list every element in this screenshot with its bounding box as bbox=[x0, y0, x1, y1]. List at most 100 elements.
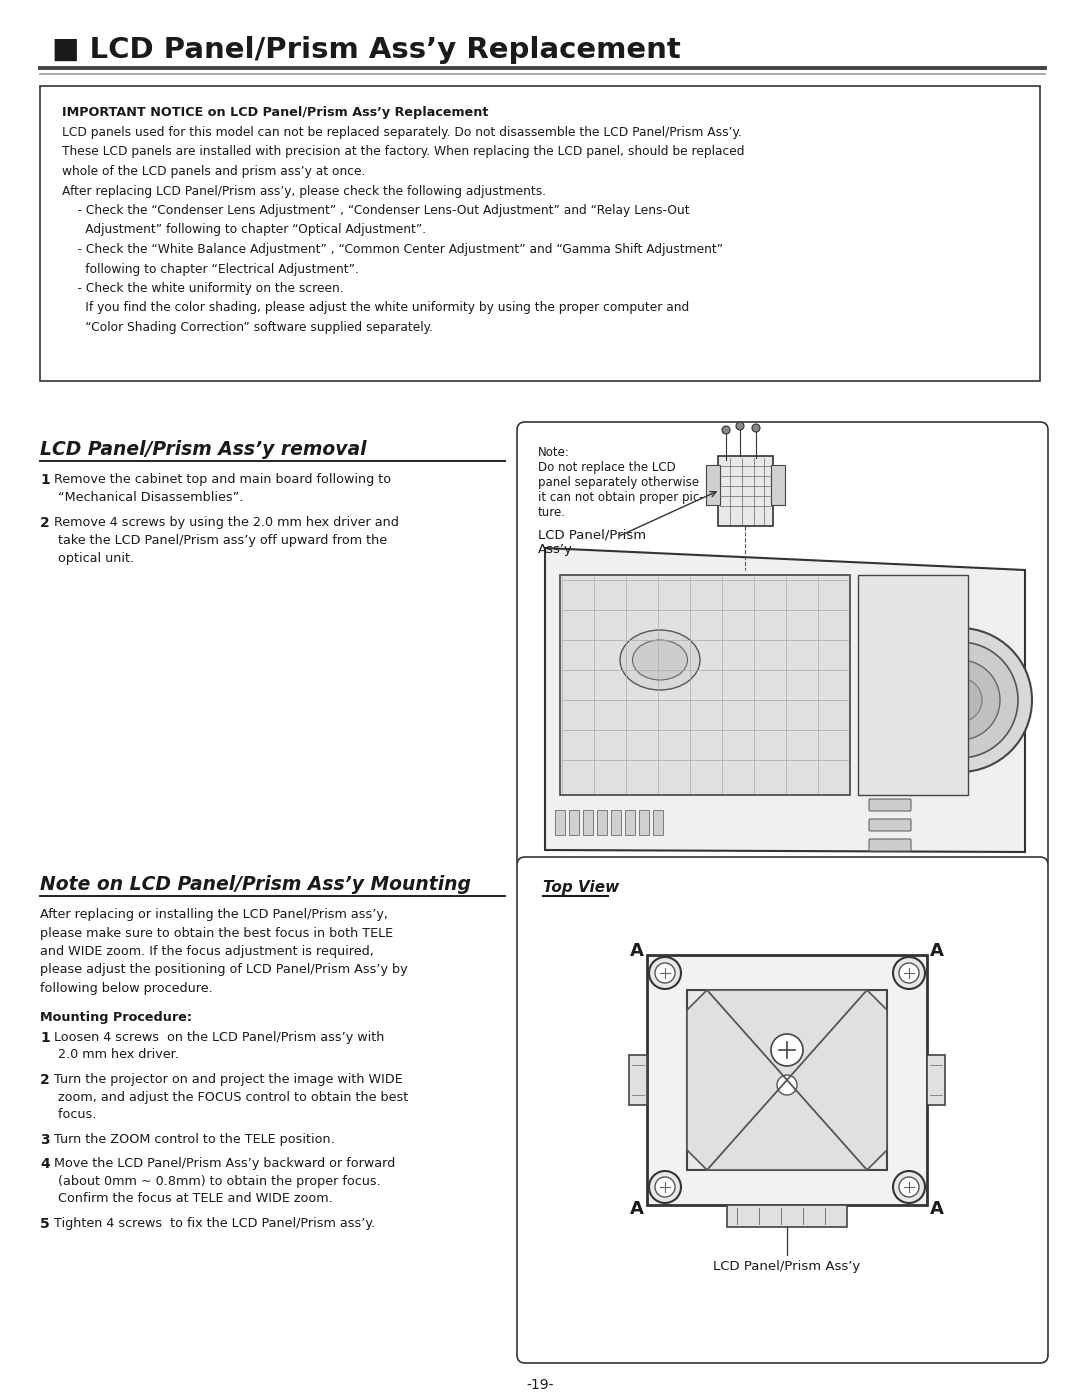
FancyBboxPatch shape bbox=[869, 799, 912, 812]
Text: please make sure to obtain the best focus in both TELE: please make sure to obtain the best focu… bbox=[40, 926, 393, 940]
Text: Turn the ZOOM control to the TELE position.: Turn the ZOOM control to the TELE positi… bbox=[50, 1133, 335, 1146]
Text: After replacing LCD Panel/Prism ass’y, please check the following adjustments.: After replacing LCD Panel/Prism ass’y, p… bbox=[62, 184, 546, 197]
Text: Note on LCD Panel/Prism Ass’y Mounting: Note on LCD Panel/Prism Ass’y Mounting bbox=[40, 875, 471, 894]
Text: Remove 4 screws by using the 2.0 mm hex driver and: Remove 4 screws by using the 2.0 mm hex … bbox=[50, 515, 399, 529]
FancyBboxPatch shape bbox=[927, 1055, 945, 1105]
Circle shape bbox=[752, 425, 760, 432]
Polygon shape bbox=[687, 990, 887, 1171]
Text: zoom, and adjust the FOCUS control to obtain the best: zoom, and adjust the FOCUS control to ob… bbox=[50, 1091, 408, 1104]
FancyBboxPatch shape bbox=[771, 465, 785, 504]
Text: A: A bbox=[630, 1200, 644, 1218]
Text: A: A bbox=[630, 942, 644, 960]
FancyBboxPatch shape bbox=[517, 422, 1048, 868]
Text: (about 0mm ~ 0.8mm) to obtain the proper focus.: (about 0mm ~ 0.8mm) to obtain the proper… bbox=[50, 1175, 381, 1187]
Text: 1: 1 bbox=[40, 474, 50, 488]
Text: Note:: Note: bbox=[538, 446, 570, 460]
Text: 4: 4 bbox=[40, 1157, 50, 1171]
FancyBboxPatch shape bbox=[653, 810, 663, 835]
Text: Loosen 4 screws  on the LCD Panel/Prism ass’y with: Loosen 4 screws on the LCD Panel/Prism a… bbox=[50, 1031, 384, 1044]
Text: “Mechanical Disassemblies”.: “Mechanical Disassemblies”. bbox=[50, 490, 243, 504]
Text: Do not replace the LCD: Do not replace the LCD bbox=[538, 461, 676, 474]
Circle shape bbox=[649, 957, 681, 989]
Text: LCD Panel/Prism: LCD Panel/Prism bbox=[538, 528, 646, 541]
Text: - Check the “Condenser Lens Adjustment” , “Condenser Lens-Out Adjustment” and “R: - Check the “Condenser Lens Adjustment” … bbox=[62, 204, 690, 217]
Text: it can not obtain proper pic-: it can not obtain proper pic- bbox=[538, 490, 704, 504]
Text: and WIDE zoom. If the focus adjustment is required,: and WIDE zoom. If the focus adjustment i… bbox=[40, 944, 374, 958]
FancyBboxPatch shape bbox=[561, 576, 850, 795]
Text: Move the LCD Panel/Prism Ass’y backward or forward: Move the LCD Panel/Prism Ass’y backward … bbox=[50, 1157, 395, 1169]
Text: following below procedure.: following below procedure. bbox=[40, 982, 213, 995]
Circle shape bbox=[893, 957, 924, 989]
Circle shape bbox=[654, 1178, 675, 1197]
Circle shape bbox=[888, 629, 1032, 773]
Text: 2.0 mm hex driver.: 2.0 mm hex driver. bbox=[50, 1049, 179, 1062]
Text: - Check the white uniformity on the screen.: - Check the white uniformity on the scre… bbox=[62, 282, 343, 295]
Text: ture.: ture. bbox=[538, 506, 566, 520]
Ellipse shape bbox=[620, 630, 700, 690]
FancyBboxPatch shape bbox=[706, 465, 720, 504]
FancyBboxPatch shape bbox=[718, 455, 773, 527]
Ellipse shape bbox=[633, 640, 688, 680]
FancyBboxPatch shape bbox=[869, 819, 912, 831]
Text: whole of the LCD panels and prism ass’y at once.: whole of the LCD panels and prism ass’y … bbox=[62, 165, 365, 177]
Text: optical unit.: optical unit. bbox=[50, 552, 134, 564]
Circle shape bbox=[723, 426, 730, 434]
Text: If you find the color shading, please adjust the white uniformity by using the p: If you find the color shading, please ad… bbox=[62, 302, 689, 314]
FancyBboxPatch shape bbox=[40, 87, 1040, 381]
FancyBboxPatch shape bbox=[629, 1055, 647, 1105]
Text: Turn the projector on and project the image with WIDE: Turn the projector on and project the im… bbox=[50, 1073, 403, 1085]
Circle shape bbox=[771, 1034, 804, 1066]
Text: focus.: focus. bbox=[50, 1108, 96, 1122]
Circle shape bbox=[939, 678, 982, 722]
Polygon shape bbox=[545, 548, 1025, 852]
FancyBboxPatch shape bbox=[858, 576, 968, 795]
Text: 2: 2 bbox=[40, 515, 50, 529]
Circle shape bbox=[654, 963, 675, 983]
Text: 3: 3 bbox=[40, 1133, 50, 1147]
Text: LCD panels used for this model can not be replaced separately. Do not disassembl: LCD panels used for this model can not b… bbox=[62, 126, 742, 138]
Text: - Check the “White Balance Adjustment” , “Common Center Adjustment” and “Gamma S: - Check the “White Balance Adjustment” ,… bbox=[62, 243, 724, 256]
Circle shape bbox=[902, 643, 1018, 759]
Text: Confirm the focus at TELE and WIDE zoom.: Confirm the focus at TELE and WIDE zoom. bbox=[50, 1193, 333, 1206]
Text: ■ LCD Panel/Prism Ass’y Replacement: ■ LCD Panel/Prism Ass’y Replacement bbox=[52, 36, 680, 64]
FancyBboxPatch shape bbox=[625, 810, 635, 835]
Text: 2: 2 bbox=[40, 1073, 50, 1087]
Circle shape bbox=[899, 963, 919, 983]
Text: A: A bbox=[930, 1200, 944, 1218]
Text: Remove the cabinet top and main board following to: Remove the cabinet top and main board fo… bbox=[50, 474, 391, 486]
Circle shape bbox=[735, 422, 744, 430]
Text: A: A bbox=[930, 942, 944, 960]
Text: IMPORTANT NOTICE on LCD Panel/Prism Ass’y Replacement: IMPORTANT NOTICE on LCD Panel/Prism Ass’… bbox=[62, 106, 488, 119]
FancyBboxPatch shape bbox=[639, 810, 649, 835]
Text: please adjust the positioning of LCD Panel/Prism Ass’y by: please adjust the positioning of LCD Pan… bbox=[40, 964, 407, 977]
Text: Ass’y: Ass’y bbox=[538, 543, 572, 556]
Circle shape bbox=[899, 1178, 919, 1197]
FancyBboxPatch shape bbox=[583, 810, 593, 835]
Text: panel separately otherwise: panel separately otherwise bbox=[538, 476, 699, 489]
FancyBboxPatch shape bbox=[597, 810, 607, 835]
Text: 5: 5 bbox=[40, 1217, 50, 1231]
Circle shape bbox=[777, 1076, 797, 1095]
Text: following to chapter “Electrical Adjustment”.: following to chapter “Electrical Adjustm… bbox=[62, 263, 359, 275]
FancyBboxPatch shape bbox=[611, 810, 621, 835]
Text: Adjustment” following to chapter “Optical Adjustment”.: Adjustment” following to chapter “Optica… bbox=[62, 224, 427, 236]
FancyBboxPatch shape bbox=[569, 810, 579, 835]
Text: “Color Shading Correction” software supplied separately.: “Color Shading Correction” software supp… bbox=[62, 321, 433, 334]
Text: 1: 1 bbox=[40, 1031, 50, 1045]
FancyBboxPatch shape bbox=[647, 956, 927, 1206]
Text: LCD Panel/Prism Ass’y removal: LCD Panel/Prism Ass’y removal bbox=[40, 440, 366, 460]
Text: Top View: Top View bbox=[543, 880, 619, 895]
FancyBboxPatch shape bbox=[687, 990, 887, 1171]
Text: take the LCD Panel/Prism ass’y off upward from the: take the LCD Panel/Prism ass’y off upwar… bbox=[50, 534, 387, 548]
Text: These LCD panels are installed with precision at the factory. When replacing the: These LCD panels are installed with prec… bbox=[62, 145, 744, 158]
FancyBboxPatch shape bbox=[869, 840, 912, 851]
Circle shape bbox=[920, 659, 1000, 740]
Circle shape bbox=[649, 1171, 681, 1203]
Text: -19-: -19- bbox=[526, 1377, 554, 1391]
FancyBboxPatch shape bbox=[555, 810, 565, 835]
Circle shape bbox=[893, 1171, 924, 1203]
Text: Tighten 4 screws  to fix the LCD Panel/Prism ass’y.: Tighten 4 screws to fix the LCD Panel/Pr… bbox=[50, 1217, 375, 1229]
Text: Mounting Procedure:: Mounting Procedure: bbox=[40, 1010, 192, 1024]
FancyBboxPatch shape bbox=[727, 1206, 847, 1227]
FancyBboxPatch shape bbox=[517, 856, 1048, 1363]
